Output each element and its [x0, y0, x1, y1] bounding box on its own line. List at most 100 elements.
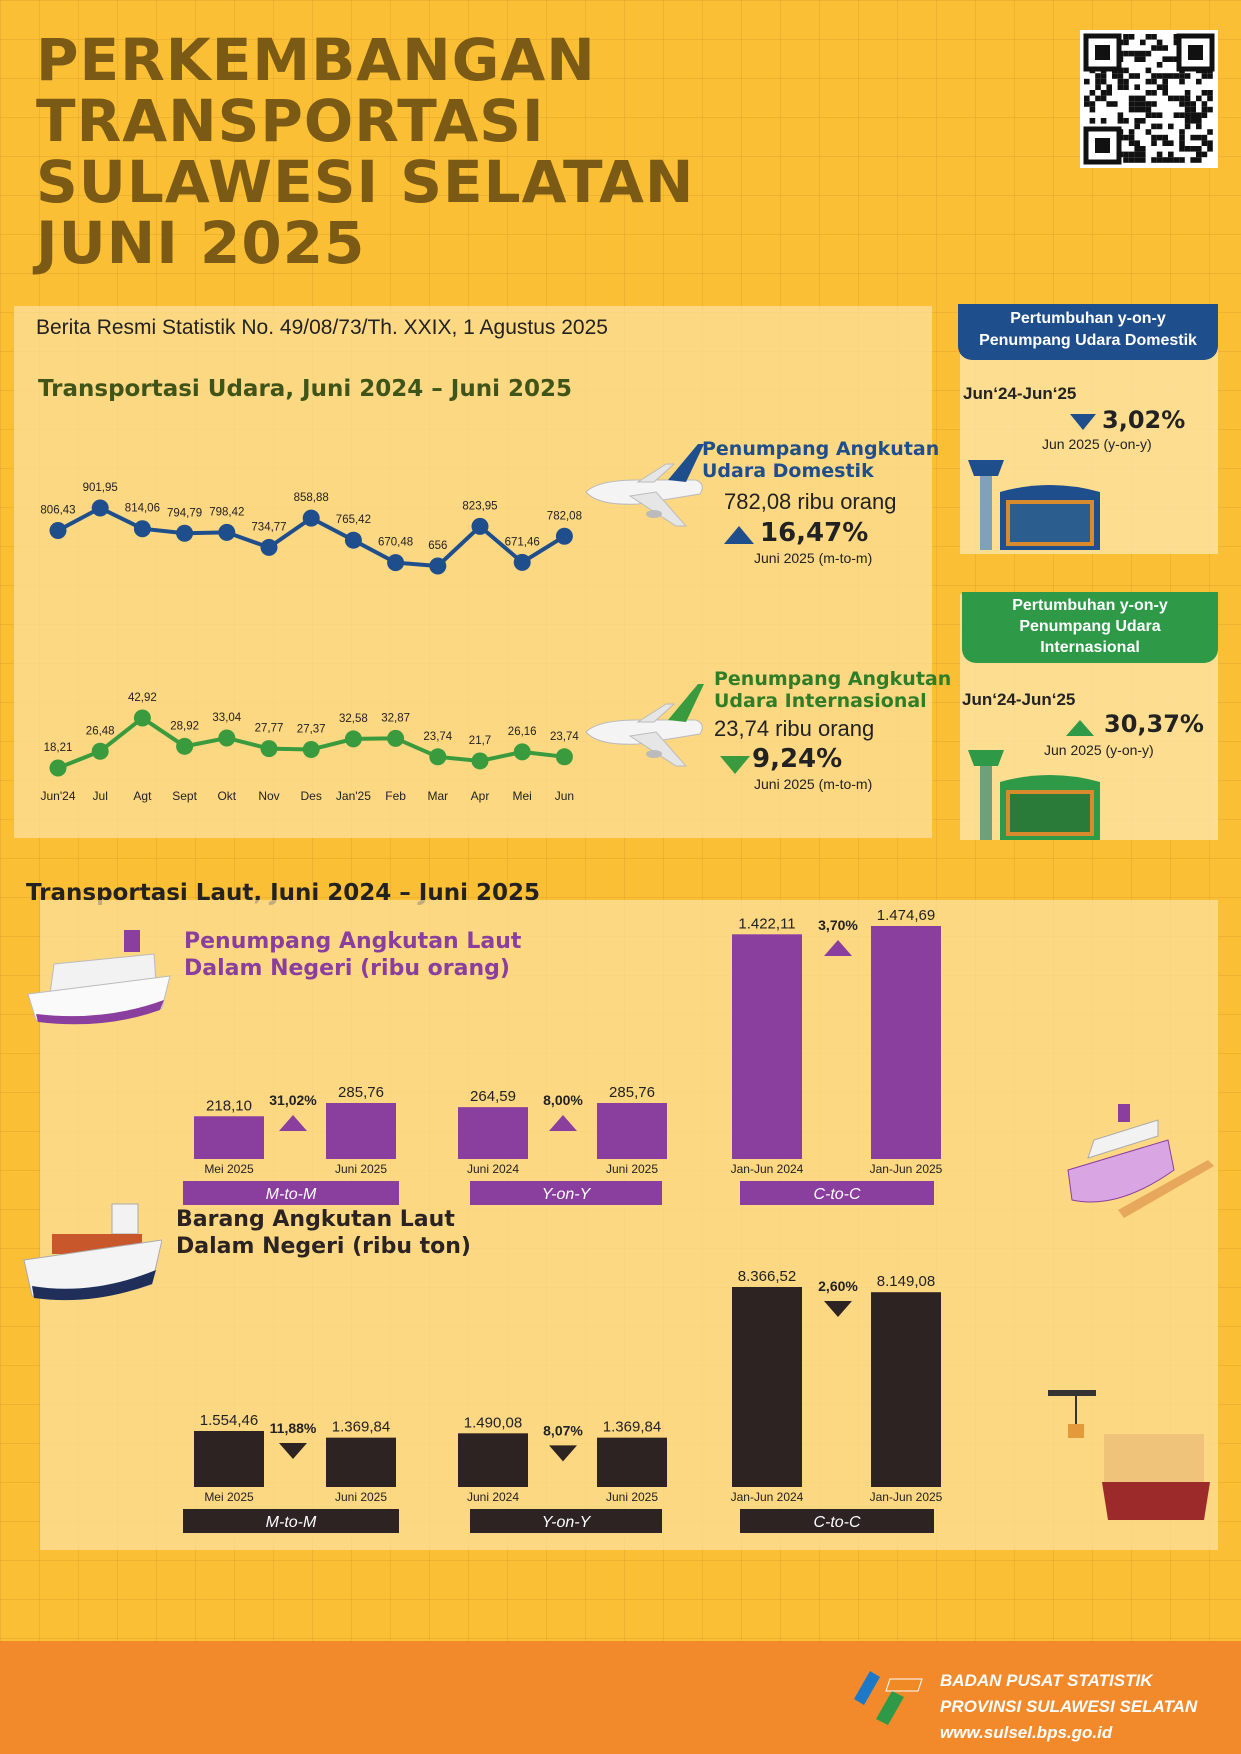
passenger-arrow-up-icon [824, 940, 852, 956]
international-label-line1: Penumpang Angkutan [714, 668, 952, 690]
qr-module [1207, 90, 1213, 96]
qr-module [1179, 140, 1185, 146]
passenger-change-label: 31,02% [269, 1092, 317, 1108]
qr-module [1207, 140, 1213, 146]
goods-bar [871, 1292, 941, 1487]
qr-module [1162, 90, 1168, 96]
international-data-label: 23,74 [423, 731, 452, 743]
international-label-line2: Udara Internasional [714, 690, 927, 712]
qr-module [1140, 50, 1146, 57]
qr-module [1095, 84, 1101, 90]
qr-module [1151, 112, 1157, 118]
qr-module [1184, 112, 1191, 118]
footer-org: BADAN PUSAT STATISTIK PROVINSI SULAWESI … [940, 1668, 1197, 1746]
international-data-label: 18,21 [44, 742, 73, 754]
qr-module [1140, 118, 1146, 124]
qr-module [1128, 134, 1135, 141]
qr-finder [1176, 33, 1215, 72]
qr-module [1168, 157, 1174, 163]
qr-module [1128, 106, 1135, 113]
qr-module [1184, 123, 1191, 130]
qr-module [1084, 78, 1090, 85]
side-international-head3: Internasional [1040, 639, 1140, 656]
qr-module [1084, 95, 1090, 102]
qr-module [1190, 118, 1196, 124]
qr-module [1140, 106, 1146, 113]
qr-module [1140, 157, 1146, 163]
qr-module [1156, 39, 1163, 46]
plane-international-icon [585, 684, 704, 767]
side-international-header: Pertumbuhan y-on-y Penumpang Udara Inter… [962, 592, 1218, 663]
qr-module [1145, 50, 1152, 57]
international-data-label: 42,92 [128, 692, 157, 704]
passenger-category-label: Juni 2025 [606, 1162, 658, 1176]
international-data-label: 32,58 [339, 713, 368, 725]
qr-module [1168, 151, 1174, 158]
qr-module [1196, 95, 1202, 102]
qr-module [1151, 101, 1157, 107]
international-point [302, 740, 320, 758]
cargo-port-icon [1048, 1390, 1210, 1520]
passenger-title: Penumpang Angkutan Laut Dalam Negeri (ri… [184, 928, 521, 982]
qr-module [1173, 34, 1180, 40]
goods-axis-label: C-to-C [813, 1514, 861, 1531]
qr-module [1128, 95, 1135, 102]
qr-module [1173, 157, 1180, 163]
footer-url[interactable]: www.sulsel.bps.go.id [940, 1723, 1113, 1742]
month-tick-label: Okt [217, 789, 236, 803]
goods-bar [194, 1431, 264, 1487]
qr-module [1123, 118, 1129, 124]
international-point [555, 748, 573, 766]
qr-module [1128, 157, 1135, 163]
international-data-label: 26,48 [86, 725, 115, 737]
international-value: 23,74 ribu orang [714, 716, 875, 741]
qr-module [1123, 78, 1129, 85]
qr-module [1156, 112, 1163, 118]
domestic-data-label: 858,88 [294, 492, 329, 504]
qr-module [1184, 90, 1191, 96]
qr-module [1145, 90, 1152, 96]
qr-module [1207, 129, 1213, 135]
qr-module [1179, 134, 1185, 141]
domestic-point [429, 557, 447, 575]
qr-module [1134, 73, 1140, 79]
qr-module [1084, 101, 1090, 107]
qr-module [1145, 101, 1152, 107]
side-international-head1: Pertumbuhan y-on-y [1012, 597, 1168, 614]
goods-change-label: 8,07% [543, 1422, 583, 1438]
domestic-point [91, 499, 109, 517]
passenger-axis-bar [470, 1181, 662, 1205]
qr-module [1134, 157, 1140, 163]
qr-module [1089, 118, 1096, 124]
qr-module [1140, 101, 1146, 107]
goods-axis-bar [183, 1509, 399, 1533]
qr-finder-center [1095, 45, 1110, 60]
qr-module [1123, 134, 1129, 141]
domestic-data-label: 798,42 [209, 506, 244, 518]
air-panel [14, 306, 932, 838]
goods-category-label: Juni 2025 [606, 1490, 658, 1504]
domestic-point [471, 517, 489, 535]
qr-module [1145, 129, 1152, 135]
qr-module [1112, 73, 1118, 79]
qr-module [1117, 118, 1124, 124]
title-line-4: JUNI 2025 [36, 209, 366, 277]
qr-module [1196, 146, 1202, 152]
goods-value-label: 8.149,08 [877, 1273, 935, 1290]
qr-module [1134, 50, 1140, 57]
goods-category-label: Jan-Jun 2025 [870, 1490, 943, 1504]
side-international-period: Jun 2025 (y-on-y) [1044, 742, 1154, 758]
sea-bar-charts: 218,10 Mei 2025 285,76 Juni 2025 31,02% M-to-… [183, 907, 943, 1533]
side-domestic-header: Pertumbuhan y-on-y Penumpang Udara Domes… [958, 304, 1218, 360]
international-point [218, 729, 236, 747]
domestic-data-label: 671,46 [505, 536, 540, 548]
qr-finder-center [1095, 138, 1110, 153]
qr-module [1089, 101, 1096, 107]
qr-module [1179, 95, 1185, 102]
goods-category-label: Juni 2024 [467, 1490, 519, 1504]
side-domestic-period: Jun 2025 (y-on-y) [1042, 436, 1152, 452]
domestic-point [176, 524, 194, 542]
qr-code[interactable] [1080, 30, 1218, 168]
domestic-label-line2: Udara Domestik [702, 460, 874, 482]
qr-module [1134, 140, 1140, 146]
